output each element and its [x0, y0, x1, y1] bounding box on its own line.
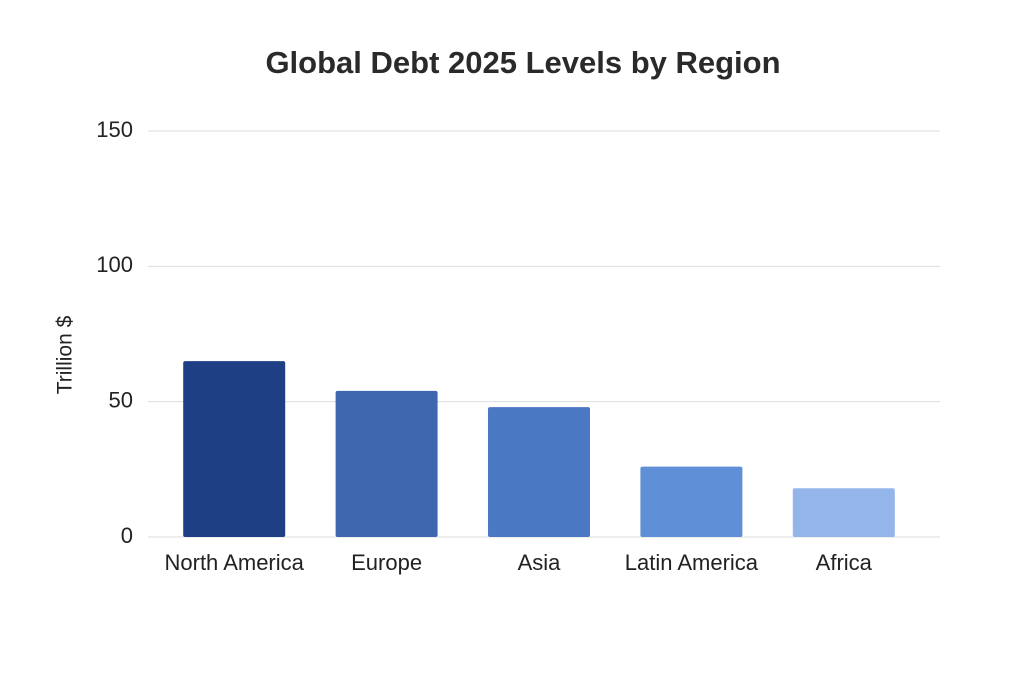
y-tick-label: 100: [96, 252, 133, 277]
bar: [792, 488, 895, 537]
bar: [488, 407, 590, 537]
y-tick-label: 50: [109, 387, 133, 412]
y-axis-label: Trillion $: [54, 315, 77, 394]
x-tick-label: North America: [165, 550, 305, 575]
bar: [640, 466, 743, 537]
y-tick-label: 150: [96, 117, 133, 142]
x-tick-label: Africa: [816, 550, 873, 575]
x-tick-label: Europe: [351, 550, 422, 575]
chart-title: Global Debt 2025 Levels by Region: [265, 45, 780, 80]
bar: [183, 361, 286, 537]
x-tick-label: Latin America: [625, 550, 759, 575]
x-tick-label: Asia: [518, 550, 562, 575]
y-tick-label: 0: [121, 523, 133, 548]
bar: [335, 390, 438, 537]
